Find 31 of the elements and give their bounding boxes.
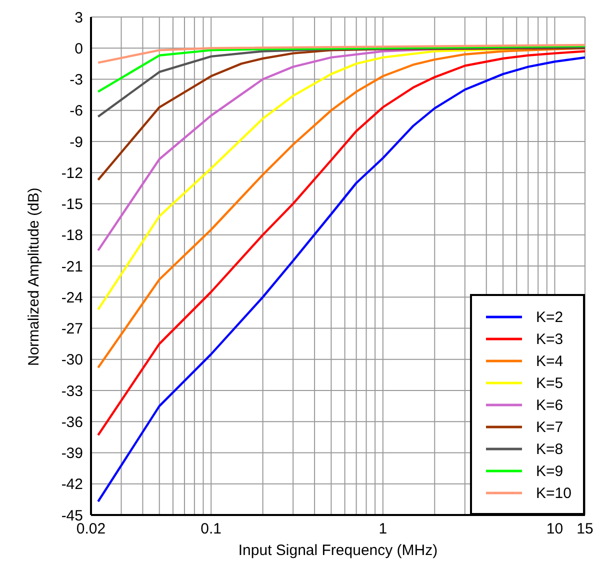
legend-label: K=6: [536, 396, 564, 414]
y-axis-title: Normalized Amplitude (dB): [25, 188, 42, 366]
y-tick-label: -27: [61, 320, 83, 338]
x-tick-label: 1: [378, 520, 388, 538]
legend-label: K=9: [536, 462, 564, 480]
legend-label: K=8: [536, 440, 564, 458]
y-tick-label: -42: [61, 476, 83, 494]
x-tick-label: 10: [546, 520, 564, 538]
y-tick-label: -21: [61, 258, 83, 276]
y-tick-label: -39: [61, 445, 83, 462]
legend-label: K=4: [536, 352, 564, 370]
y-tick-label: -3: [70, 72, 83, 89]
y-tick-label: 3: [74, 9, 83, 26]
y-tick-label: -12: [61, 164, 83, 182]
y-tick-label: -30: [61, 352, 83, 369]
legend-label: K=2: [536, 308, 564, 326]
y-tick-label: -6: [70, 102, 83, 120]
y-tick-label: -9: [70, 134, 83, 151]
y-tick-label: 0: [74, 40, 83, 58]
legend-label: K=7: [536, 418, 564, 436]
y-tick-label: -15: [61, 196, 83, 214]
legend-label: K=3: [536, 330, 564, 348]
x-tick-label: 0.1: [200, 520, 222, 538]
legend-label: K=5: [536, 374, 564, 392]
y-tick-label: -18: [61, 227, 83, 244]
legend-label: K=10: [536, 484, 572, 502]
y-tick-label: -33: [61, 382, 83, 400]
x-axis-title: Input Signal Frequency (MHz): [238, 542, 438, 559]
y-tick-label: -24: [61, 289, 83, 306]
x-tick-label: 15: [576, 520, 594, 538]
y-tick-label: -36: [61, 414, 83, 431]
